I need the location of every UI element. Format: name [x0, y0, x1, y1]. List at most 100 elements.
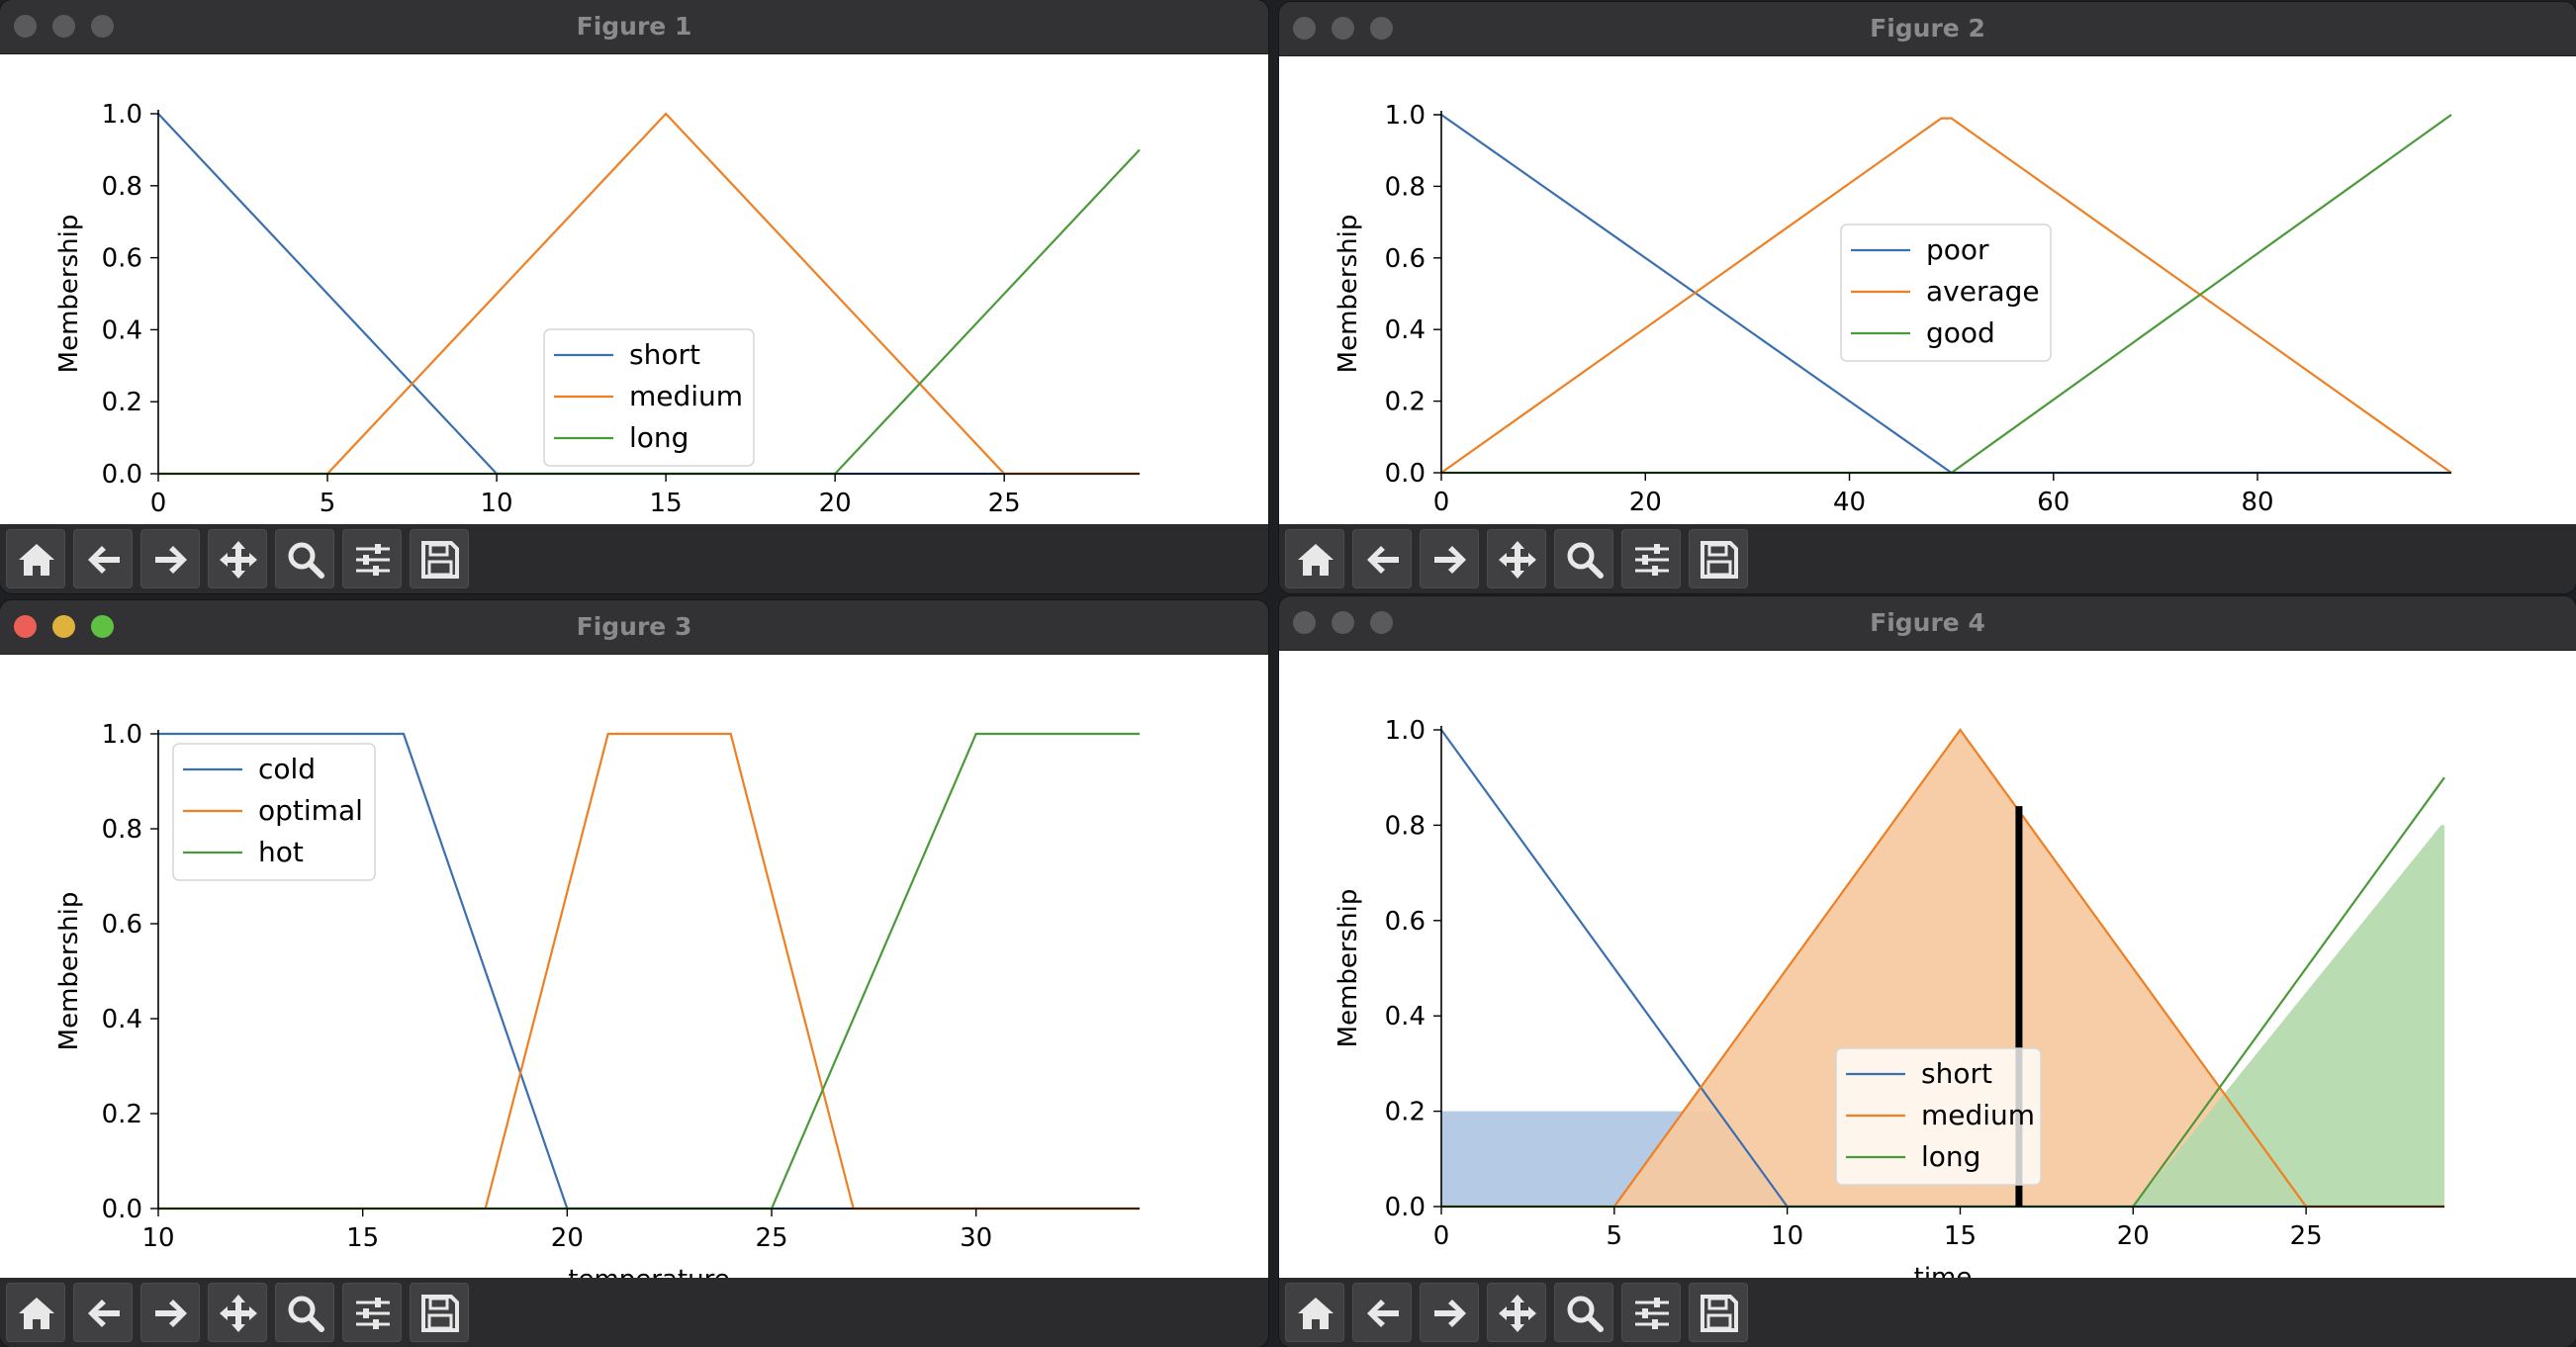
plot-canvas[interactable]: 10 15 20 25 30 0.0 0.2 0.4 0.6 0.8 1.0 Membership te… — [0, 655, 1268, 1278]
x-tick-label: 20 — [819, 489, 852, 518]
title-bar[interactable]: Figure 2 — [1279, 2, 2576, 56]
back-button[interactable] — [1352, 529, 1412, 588]
y-tick-label: 0.2 — [1385, 1098, 1426, 1127]
x-tick-label: 20 — [2117, 1221, 2150, 1251]
forward-button[interactable] — [140, 529, 200, 588]
legend-frame — [1840, 224, 2052, 362]
home-button[interactable] — [1285, 529, 1344, 588]
zoom-button[interactable] — [275, 529, 334, 588]
x-tick-label: 0 — [150, 489, 167, 518]
home-icon — [1298, 1298, 1334, 1329]
home-button[interactable] — [6, 1283, 65, 1342]
navigation-toolbar — [0, 1278, 1268, 1347]
close-window-icon[interactable] — [1293, 611, 1316, 634]
back-button[interactable] — [73, 1283, 133, 1342]
y-axis-label: Membership — [54, 215, 84, 374]
floppy-disk-icon — [1701, 1295, 1738, 1332]
forward-button[interactable] — [140, 1283, 200, 1342]
legend[interactable]: cold optimal hot — [172, 743, 376, 881]
x-tick-label: 10 — [481, 489, 513, 518]
minimize-window-icon[interactable] — [1332, 611, 1354, 634]
pan-button[interactable] — [208, 529, 267, 588]
zoom-button[interactable] — [1554, 529, 1613, 588]
y-tick-label: 0.8 — [102, 815, 142, 845]
close-window-icon[interactable] — [14, 15, 37, 38]
x-tick-label: 0 — [1433, 488, 1450, 517]
arrow-left-icon — [1367, 546, 1399, 574]
x-tick-label: 60 — [2037, 488, 2070, 517]
window-title: Figure 2 — [1870, 14, 1985, 43]
y-tick-label: 0.4 — [102, 1005, 142, 1034]
arrow-right-icon — [1434, 546, 1466, 574]
zoom-window-icon[interactable] — [1370, 17, 1393, 40]
zoom-button[interactable] — [275, 1283, 334, 1342]
sliders-icon — [356, 544, 390, 576]
save-button[interactable] — [1689, 1283, 1748, 1342]
magnifier-icon — [1567, 542, 1604, 579]
figure-3-window: Figure 3 10 15 20 25 30 0.0 0.2 0.4 0.6 0.8 1.0 Mem… — [0, 600, 1268, 1347]
save-button[interactable] — [410, 1283, 469, 1342]
zoom-window-icon[interactable] — [1370, 611, 1393, 634]
legend-frame — [172, 743, 376, 881]
home-button[interactable] — [1285, 1283, 1344, 1342]
configure-subplots-button[interactable] — [1621, 529, 1681, 588]
y-tick-label: 0.4 — [1385, 315, 1426, 345]
zoom-window-icon[interactable] — [91, 15, 114, 38]
magnifier-icon — [288, 542, 324, 579]
y-axis-label: Membership — [1334, 215, 1363, 374]
plot-canvas[interactable]: 0 20 40 60 80 0.0 0.2 0.4 0.6 0.8 1.0 Membership poo… — [1279, 56, 2576, 524]
minimize-window-icon[interactable] — [52, 615, 75, 638]
pan-button[interactable] — [1487, 529, 1546, 588]
plot-canvas[interactable]: 0 5 10 15 20 25 0.0 0.2 0.4 0.6 0.8 1.0 Membership sh… — [0, 54, 1268, 524]
close-window-icon[interactable] — [1293, 17, 1316, 40]
legend[interactable]: short medium long — [1835, 1047, 2042, 1186]
close-window-icon[interactable] — [14, 615, 37, 638]
figure-1-window: Figure 1 0 5 10 15 20 25 0.0 0.2 0.4 0.6 0.8 1.0 Mem… — [0, 0, 1268, 593]
arrow-right-icon — [155, 546, 187, 574]
plot-canvas[interactable]: 0 5 10 15 20 25 0.0 0.2 0.4 0.6 0.8 1.0 Membership ti… — [1279, 651, 2576, 1278]
y-tick-label: 0.8 — [102, 172, 142, 202]
figure-4-window: Figure 4 0 5 10 15 20 25 0.0 0.2 0.4 0.6 0.8 1.0 Mem… — [1279, 596, 2576, 1347]
zoom-window-icon[interactable] — [91, 615, 114, 638]
save-button[interactable] — [1689, 529, 1748, 588]
minimize-window-icon[interactable] — [1332, 17, 1354, 40]
x-tick-label: 0 — [1433, 1221, 1450, 1251]
x-axis-label: time — [1914, 1263, 1973, 1278]
pan-button[interactable] — [208, 1283, 267, 1342]
y-tick-label: 1.0 — [102, 720, 142, 750]
x-tick-label: 20 — [551, 1223, 584, 1253]
save-button[interactable] — [410, 529, 469, 588]
arrow-right-icon — [1434, 1300, 1466, 1327]
home-button[interactable] — [6, 529, 65, 588]
title-bar[interactable]: Figure 1 — [0, 0, 1268, 54]
series-line-average — [1440, 117, 2452, 474]
y-tick-label: 0.0 — [102, 1195, 142, 1224]
arrow-right-icon — [155, 1300, 187, 1327]
minimize-window-icon[interactable] — [52, 15, 75, 38]
configure-subplots-button[interactable] — [342, 1283, 402, 1342]
y-tick-label: 0.0 — [1385, 459, 1426, 489]
legend-label-optimal: optimal — [258, 794, 363, 827]
back-button[interactable] — [1352, 1283, 1412, 1342]
configure-subplots-button[interactable] — [1621, 1283, 1681, 1342]
configure-subplots-button[interactable] — [342, 529, 402, 588]
x-tick-label: 20 — [1629, 488, 1662, 517]
legend-label-short: short — [629, 338, 700, 371]
forward-button[interactable] — [1420, 529, 1479, 588]
title-bar[interactable]: Figure 3 — [0, 600, 1268, 655]
pan-button[interactable] — [1487, 1283, 1546, 1342]
floppy-disk-icon — [421, 1295, 459, 1332]
legend[interactable]: short medium long — [543, 328, 755, 467]
x-tick-label: 15 — [1944, 1221, 1977, 1251]
floppy-disk-icon — [1701, 541, 1738, 579]
y-tick-label: 0.6 — [102, 910, 142, 940]
legend-label-good: good — [1926, 316, 1995, 349]
title-bar[interactable]: Figure 4 — [1279, 596, 2576, 651]
legend-label-poor: poor — [1926, 233, 1989, 266]
back-button[interactable] — [73, 529, 133, 588]
forward-button[interactable] — [1420, 1283, 1479, 1342]
window-title: Figure 3 — [576, 612, 692, 641]
legend[interactable]: poor average good — [1840, 224, 2052, 362]
zoom-button[interactable] — [1554, 1283, 1613, 1342]
x-tick-label: 15 — [346, 1223, 379, 1253]
